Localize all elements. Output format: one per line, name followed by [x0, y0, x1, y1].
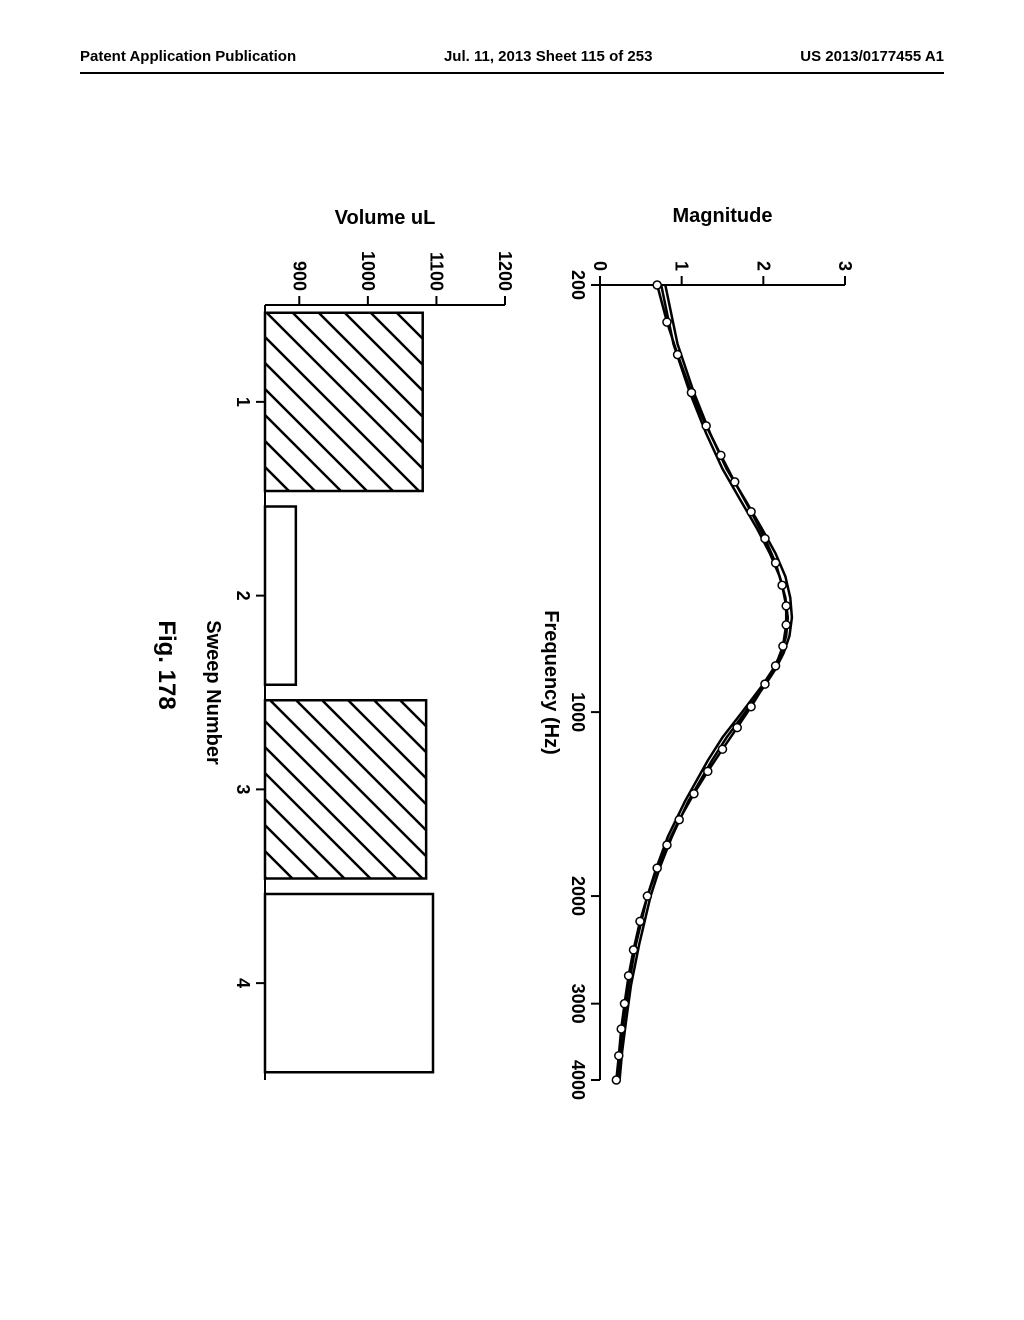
svg-text:2000: 2000	[568, 876, 588, 916]
svg-text:900: 900	[289, 261, 309, 291]
svg-text:200: 200	[568, 270, 588, 300]
svg-text:Magnitude: Magnitude	[673, 205, 773, 227]
svg-text:1100: 1100	[426, 252, 446, 291]
volume-sweep-chart: 900 1000 1100 1200 1 2 3 4 Volume uL Sweep Number	[190, 200, 520, 1100]
svg-text:Sweep Number: Sweep Number	[202, 620, 224, 765]
svg-text:4000: 4000	[568, 1060, 588, 1100]
svg-text:2: 2	[233, 591, 253, 601]
svg-text:3: 3	[233, 784, 253, 794]
svg-text:4: 4	[233, 978, 253, 988]
svg-text:2: 2	[753, 261, 773, 271]
figure-container: 01232001000200030004000MagnitudeFrequenc…	[0, 280, 1024, 1050]
charts-wrap: 0 1 2 3 200 1000 2000 3000 4000 Magnitude Frequenc…	[130, 140, 900, 1190]
svg-text:1200: 1200	[495, 251, 515, 291]
svg-text:1: 1	[672, 261, 692, 271]
header-center: Jul. 11, 2013 Sheet 115 of 253	[444, 48, 652, 65]
svg-text:3: 3	[835, 261, 855, 271]
figure-caption: Fig. 178	[152, 140, 180, 1190]
svg-text:Volume uL: Volume uL	[335, 207, 436, 229]
magnitude-frequency-chart: 0 1 2 3 200 1000 2000 3000 4000 Magnitude Frequenc…	[530, 200, 860, 1100]
header-left: Patent Application Publication	[80, 48, 296, 65]
svg-text:1000: 1000	[358, 251, 378, 291]
svg-text:1: 1	[233, 397, 253, 407]
svg-text:0: 0	[590, 261, 610, 271]
header-rule	[80, 72, 944, 74]
svg-text:Frequency (Hz): Frequency (Hz)	[540, 610, 562, 754]
svg-text:3000: 3000	[568, 984, 588, 1024]
page-header: Patent Application Publication Jul. 11, …	[0, 48, 1024, 65]
svg-text:1000: 1000	[568, 692, 588, 732]
header-right: US 2013/0177455 A1	[800, 48, 944, 65]
